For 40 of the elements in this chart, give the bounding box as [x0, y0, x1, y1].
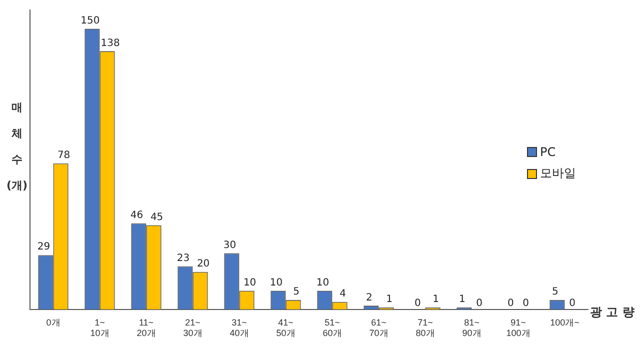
data-label: 0	[508, 298, 514, 309]
x-tick-label: 71~ 80개	[416, 317, 435, 338]
legend-label: PC	[540, 145, 556, 159]
x-tick-label: 61~ 70개	[369, 317, 388, 338]
data-label: 1	[386, 294, 392, 306]
x-tick-label: 0개	[46, 317, 60, 328]
data-label: 23	[176, 252, 190, 264]
data-label: 0	[414, 298, 421, 309]
data-label: 20	[196, 258, 210, 270]
data-label: 0	[476, 298, 482, 309]
data-label: 1	[432, 294, 439, 306]
x-tick-label: 100개~	[550, 317, 580, 328]
x-tick-label: 21~ 30개	[183, 317, 202, 338]
data-label: 10	[316, 277, 330, 288]
y-axis-title: 매 체 수 (개)	[5, 100, 29, 194]
data-label: 1	[459, 294, 466, 306]
x-tick-label: 11~ 20개	[136, 317, 156, 338]
data-label: 0	[522, 298, 529, 309]
data-label: 2	[366, 292, 372, 304]
x-tick-label: 81~ 90개	[462, 317, 482, 338]
data-label: 5	[293, 286, 300, 298]
data-label: 138	[100, 38, 120, 49]
data-label: 78	[57, 150, 70, 162]
data-label: 10	[243, 277, 256, 288]
data-label: 0	[569, 298, 576, 309]
x-tick-label: 91~ 100개	[506, 317, 530, 338]
x-tick-label: 51~ 60개	[322, 317, 342, 338]
data-label: 10	[270, 277, 283, 288]
x-tick-label: 1~ 10개	[90, 317, 110, 338]
x-tick-label: 41~ 50개	[276, 317, 296, 338]
data-label: 5	[552, 286, 558, 298]
data-label: 30	[223, 240, 236, 251]
x-tick-label: 31~ 40개	[230, 317, 249, 338]
data-label: 150	[80, 15, 100, 26]
data-label: 4	[340, 288, 346, 300]
legend-label: 모바일	[540, 165, 576, 182]
data-label: 46	[130, 210, 144, 221]
data-label: 45	[150, 212, 164, 223]
data-label: 29	[37, 242, 50, 253]
x-axis-title: 광 고 량	[590, 304, 634, 321]
